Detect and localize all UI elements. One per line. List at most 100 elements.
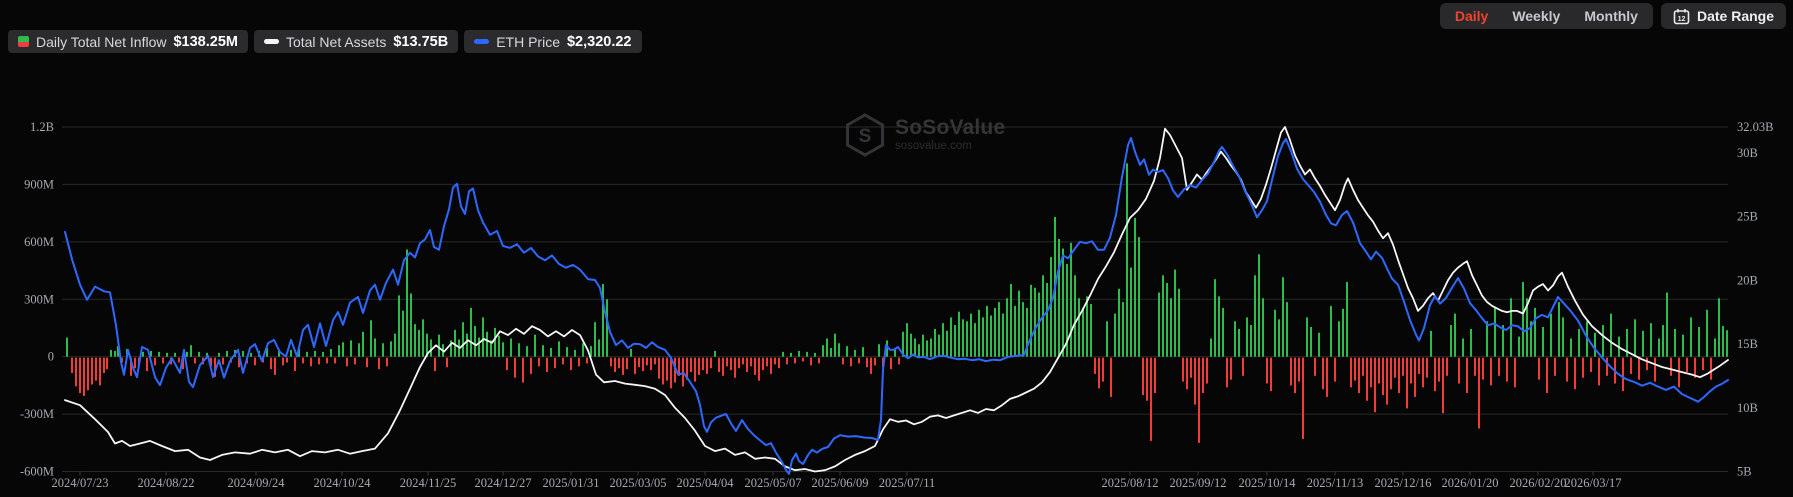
inflow-bar[interactable] — [134, 357, 136, 369]
inflow-bar[interactable] — [374, 338, 376, 357]
inflow-bar[interactable] — [1670, 357, 1672, 376]
inflow-bar[interactable] — [570, 357, 572, 371]
inflow-bar[interactable] — [1482, 357, 1484, 380]
inflow-bar[interactable] — [1546, 357, 1548, 394]
inflow-bar[interactable] — [1010, 283, 1012, 357]
inflow-bar[interactable] — [1114, 313, 1116, 357]
inflow-bar[interactable] — [678, 357, 680, 376]
inflow-bar[interactable] — [266, 348, 268, 357]
inflow-bar[interactable] — [958, 311, 960, 357]
inflow-bar[interactable] — [1230, 357, 1232, 380]
inflow-bar[interactable] — [1654, 357, 1656, 382]
inflow-bar[interactable] — [83, 357, 85, 396]
inflow-bar[interactable] — [1150, 357, 1152, 441]
inflow-bar[interactable] — [1722, 326, 1724, 357]
tab-monthly[interactable]: Monthly — [1584, 8, 1638, 24]
inflow-bar[interactable] — [1198, 357, 1200, 443]
inflow-bar[interactable] — [394, 333, 396, 357]
inflow-bar[interactable] — [95, 357, 97, 381]
inflow-bar[interactable] — [1290, 357, 1292, 386]
inflow-bar[interactable] — [194, 357, 196, 364]
inflow-bar[interactable] — [618, 357, 620, 369]
inflow-bar[interactable] — [1110, 357, 1112, 397]
inflow-bar[interactable] — [1082, 307, 1084, 357]
inflow-bar[interactable] — [1446, 357, 1448, 376]
inflow-bar[interactable] — [1310, 327, 1312, 357]
inflow-bar[interactable] — [474, 326, 476, 357]
inflow-bar[interactable] — [858, 357, 860, 364]
inflow-bar[interactable] — [366, 357, 368, 368]
inflow-bar[interactable] — [254, 357, 256, 366]
inflow-bar[interactable] — [1178, 288, 1180, 357]
inflow-bar[interactable] — [994, 307, 996, 357]
inflow-bar[interactable] — [218, 352, 220, 357]
inflow-bar[interactable] — [1542, 327, 1544, 357]
inflow-bar[interactable] — [634, 357, 636, 374]
inflow-bar[interactable] — [1658, 338, 1660, 357]
inflow-bar[interactable] — [906, 323, 908, 357]
inflow-bar[interactable] — [790, 352, 792, 357]
inflow-bar[interactable] — [1062, 248, 1064, 357]
inflow-bar[interactable] — [774, 357, 776, 365]
inflow-bar[interactable] — [1302, 357, 1304, 440]
inflow-bar[interactable] — [622, 357, 624, 375]
inflow-bar[interactable] — [510, 338, 512, 357]
inflow-bar[interactable] — [1130, 267, 1132, 357]
eth-price-line[interactable] — [64, 137, 1729, 475]
inflow-bar[interactable] — [802, 357, 804, 362]
inflow-bar[interactable] — [1018, 290, 1020, 357]
inflow-bar[interactable] — [1630, 357, 1632, 374]
inflow-bar[interactable] — [798, 350, 800, 357]
inflow-bar[interactable] — [1046, 282, 1048, 357]
inflow-bar[interactable] — [1610, 313, 1612, 357]
inflow-bar[interactable] — [1390, 357, 1392, 390]
inflow-bar[interactable] — [66, 337, 68, 357]
inflow-bar[interactable] — [346, 357, 348, 367]
inflow-bar[interactable] — [1454, 313, 1456, 357]
inflow-bar[interactable] — [470, 307, 472, 357]
inflow-bar[interactable] — [398, 295, 400, 357]
inflow-bar[interactable] — [910, 333, 912, 357]
inflow-bar[interactable] — [1126, 163, 1128, 357]
inflow-bar[interactable] — [526, 346, 528, 357]
inflow-bar[interactable] — [986, 305, 988, 357]
inflow-bar[interactable] — [1394, 357, 1396, 378]
inflow-bar[interactable] — [954, 325, 956, 357]
inflow-bar[interactable] — [294, 357, 296, 372]
inflow-bar[interactable] — [742, 357, 744, 365]
inflow-bar[interactable] — [734, 357, 736, 378]
inflow-bar[interactable] — [402, 310, 404, 357]
inflow-bar[interactable] — [842, 357, 844, 365]
inflow-bar[interactable] — [650, 357, 652, 371]
inflow-bar[interactable] — [786, 357, 788, 365]
inflow-bar[interactable] — [1226, 357, 1228, 388]
inflow-bar[interactable] — [830, 348, 832, 357]
inflow-bar[interactable] — [462, 322, 464, 357]
inflow-bar[interactable] — [834, 333, 836, 357]
inflow-bar[interactable] — [1138, 237, 1140, 357]
inflow-bar[interactable] — [890, 357, 892, 370]
inflow-bar[interactable] — [1650, 323, 1652, 357]
inflow-bar[interactable] — [282, 357, 284, 366]
inflow-bar[interactable] — [1326, 357, 1328, 397]
inflow-bar[interactable] — [1098, 357, 1100, 389]
inflow-bar[interactable] — [538, 357, 540, 367]
inflow-bar[interactable] — [494, 327, 496, 357]
inflow-bar[interactable] — [1350, 357, 1352, 388]
inflow-bar[interactable] — [1238, 328, 1240, 357]
inflow-bar[interactable] — [554, 357, 556, 369]
inflow-bar[interactable] — [1374, 357, 1376, 413]
inflow-bar[interactable] — [71, 357, 73, 373]
inflow-bar[interactable] — [190, 345, 192, 357]
inflow-bar[interactable] — [930, 338, 932, 357]
inflow-bar[interactable] — [1494, 307, 1496, 357]
inflow-bar[interactable] — [1034, 287, 1036, 357]
inflow-bar[interactable] — [154, 357, 156, 366]
inflow-bar[interactable] — [682, 357, 684, 387]
inflow-bar[interactable] — [334, 357, 336, 364]
inflow-bar[interactable] — [1206, 357, 1208, 384]
inflow-bar[interactable] — [542, 345, 544, 357]
inflow-bar[interactable] — [1074, 275, 1076, 357]
inflow-bar[interactable] — [550, 348, 552, 357]
inflow-bar[interactable] — [698, 357, 700, 375]
